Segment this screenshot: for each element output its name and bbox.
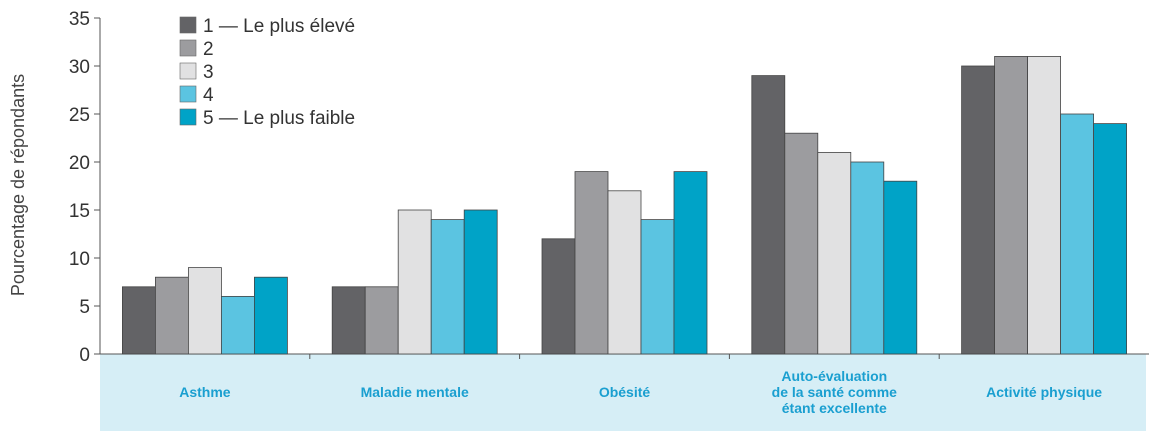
category-label: Auto-évaluation de la santé comme étant ex… [772,368,897,416]
bar [397,209,432,355]
bar [364,286,399,355]
bar [640,219,675,355]
bar [220,295,255,355]
bar [253,276,288,355]
bar [673,171,708,355]
y-tick-label: 20 [69,153,90,174]
legend-swatch [179,39,197,57]
legend-swatch [179,108,197,126]
legend-label: 4 [203,85,214,106]
bar [541,238,576,355]
bar [883,180,918,355]
legend-label: 1 — Le plus élevé [203,16,355,37]
category-band-bg [100,354,1146,431]
y-tick-label: 35 [69,9,90,30]
bar [1060,113,1094,355]
legend-swatch [179,85,197,103]
bar [154,276,189,355]
category-label: Activité physique [986,384,1102,400]
bar [463,209,498,355]
y-tick-label: 25 [69,105,90,126]
bar [784,132,819,355]
y-axis-label: Pourcentage de répondants [8,74,28,296]
y-tick-label: 5 [79,297,90,318]
category-label: Asthme [179,384,231,400]
bar [1093,123,1127,355]
legend-label: 3 [203,62,214,83]
y-tick-label: 15 [69,201,90,222]
y-tick-label: 10 [69,249,90,270]
bar [850,161,885,355]
category-band [100,354,1146,431]
category-labels: Asthme Maladie mentale Obésité Auto-évaluat… [179,368,1102,416]
bar [574,171,609,355]
y-tick-label: 0 [79,345,90,366]
bar [1027,56,1061,355]
bar [430,219,465,355]
category-label: Obésité [599,384,651,400]
bar [331,286,366,355]
legend-label: 2 [203,39,214,60]
legend-swatch [179,62,197,80]
bar [751,75,786,355]
y-tick-label: 30 [69,57,90,78]
bar [994,56,1028,355]
bar [961,65,995,355]
category-label: Maladie mentale [361,384,469,400]
bars [122,56,1127,355]
bar [817,151,852,355]
bar [607,190,642,355]
legend-label: 5 — Le plus faible [203,108,355,129]
bar [187,267,222,355]
legend-swatch [179,16,197,34]
bar [122,286,156,355]
